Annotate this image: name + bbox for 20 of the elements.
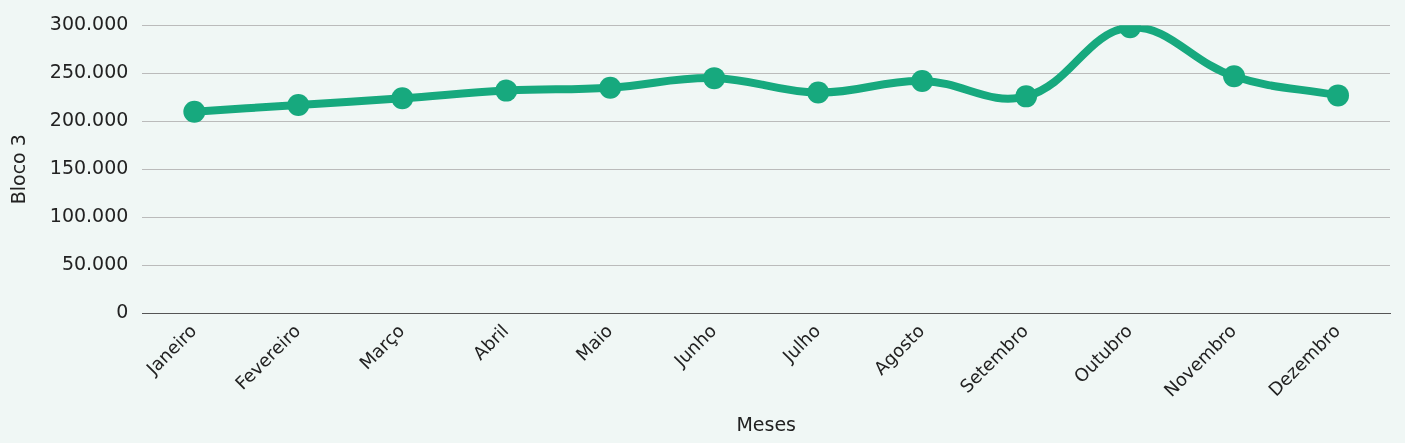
y-tick-label: 50.000	[61, 252, 129, 275]
point	[391, 87, 414, 110]
point	[1015, 85, 1038, 108]
point	[807, 81, 830, 104]
y-tick-label: 200.000	[49, 108, 129, 131]
y-tick-label: 300.000	[49, 12, 129, 35]
point	[287, 93, 310, 116]
y-axis-title: Bloco 3	[7, 134, 30, 205]
x-axis-title: Meses	[736, 412, 796, 435]
point	[1327, 84, 1350, 107]
point	[703, 67, 726, 90]
point	[911, 70, 934, 93]
y-tick-label: 0	[116, 299, 129, 322]
point	[495, 79, 518, 102]
y-tick-label: 150.000	[49, 156, 129, 179]
point	[599, 76, 622, 99]
point	[1223, 65, 1246, 88]
y-tick-label: 250.000	[49, 60, 129, 83]
point	[183, 100, 206, 123]
y-tick-label: 100.000	[49, 204, 129, 227]
